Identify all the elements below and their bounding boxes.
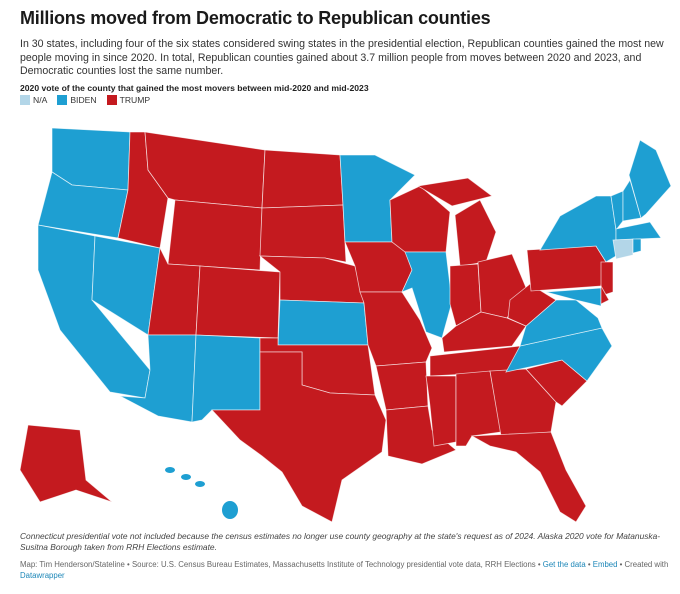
state-ks[interactable] bbox=[277, 299, 369, 346]
footnote: Connecticut presidential vote not includ… bbox=[20, 531, 661, 552]
state-me[interactable] bbox=[628, 139, 672, 219]
state-ma[interactable] bbox=[615, 221, 662, 241]
state-miu[interactable] bbox=[416, 177, 493, 207]
state-md[interactable] bbox=[545, 287, 602, 307]
state-nm[interactable] bbox=[191, 334, 261, 423]
state-fl[interactable] bbox=[470, 431, 587, 523]
state-nj[interactable] bbox=[600, 261, 614, 297]
source-text: Map: Tim Henderson/Stateline • Source: U… bbox=[20, 560, 536, 569]
chart-description: In 30 states, including four of the six … bbox=[20, 38, 664, 77]
state-il[interactable] bbox=[401, 251, 453, 339]
legend-item-trump: TRUMP bbox=[106, 95, 151, 105]
state-de[interactable] bbox=[600, 284, 610, 305]
state-hi-island[interactable] bbox=[222, 501, 238, 519]
legend-label: BIDEN bbox=[70, 95, 97, 105]
created-with-text: Created with bbox=[624, 560, 669, 569]
state-ri[interactable] bbox=[632, 238, 642, 254]
state-pa[interactable] bbox=[526, 245, 607, 292]
legend: N/A BIDEN TRUMP bbox=[20, 95, 150, 105]
chart-title: Millions moved from Democratic to Republ… bbox=[20, 8, 491, 28]
source-line: Map: Tim Henderson/Stateline • Source: U… bbox=[20, 560, 669, 580]
state-ct[interactable] bbox=[612, 238, 634, 260]
state-sd[interactable] bbox=[259, 204, 347, 263]
state-tx[interactable] bbox=[211, 351, 387, 523]
state-ar[interactable] bbox=[375, 361, 429, 411]
legend-swatch-na bbox=[20, 95, 30, 105]
state-nd[interactable] bbox=[261, 149, 344, 209]
state-co[interactable] bbox=[195, 265, 281, 339]
legend-item-biden: BIDEN bbox=[57, 95, 97, 105]
state-mi[interactable] bbox=[454, 199, 497, 267]
legend-label: N/A bbox=[33, 95, 48, 105]
state-wy[interactable] bbox=[167, 199, 263, 271]
state-ak[interactable] bbox=[19, 424, 113, 503]
map-subtitle: 2020 vote of the county that gained the … bbox=[20, 83, 369, 93]
datawrapper-link[interactable]: Datawrapper bbox=[20, 570, 65, 580]
legend-item-na: N/A bbox=[20, 95, 47, 105]
legend-swatch-trump bbox=[106, 95, 117, 105]
legend-label: TRUMP bbox=[119, 95, 151, 105]
legend-swatch-biden bbox=[57, 95, 68, 105]
embed-link[interactable]: Embed bbox=[592, 560, 618, 569]
state-hi-island[interactable] bbox=[165, 467, 175, 473]
get-data-link[interactable]: Get the data bbox=[542, 560, 586, 569]
state-hi-island[interactable] bbox=[181, 474, 191, 480]
state-hi-island[interactable] bbox=[195, 481, 205, 487]
state-la[interactable] bbox=[385, 405, 457, 465]
